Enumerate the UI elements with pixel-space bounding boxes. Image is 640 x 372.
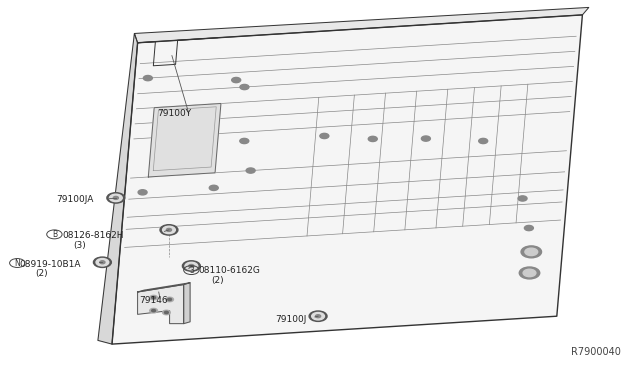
Text: N: N: [15, 259, 20, 267]
Circle shape: [320, 133, 329, 139]
Circle shape: [240, 138, 249, 144]
Circle shape: [524, 225, 533, 231]
Text: 79100J: 79100J: [275, 315, 307, 324]
Circle shape: [150, 308, 157, 313]
Circle shape: [182, 261, 200, 271]
Circle shape: [525, 248, 538, 256]
Circle shape: [246, 168, 255, 173]
Polygon shape: [112, 15, 582, 344]
Circle shape: [209, 185, 218, 190]
Text: 79100Y: 79100Y: [157, 109, 191, 118]
Circle shape: [138, 190, 147, 195]
Text: (2): (2): [35, 269, 48, 278]
Circle shape: [368, 136, 377, 141]
Circle shape: [163, 310, 170, 315]
Circle shape: [521, 246, 541, 258]
Circle shape: [96, 259, 109, 266]
Circle shape: [519, 267, 540, 279]
Circle shape: [152, 296, 156, 299]
Text: 79146: 79146: [140, 296, 168, 305]
Circle shape: [523, 269, 536, 277]
Polygon shape: [134, 7, 589, 43]
Circle shape: [100, 261, 105, 264]
Circle shape: [107, 193, 125, 203]
Circle shape: [160, 225, 178, 235]
Polygon shape: [184, 283, 190, 324]
Polygon shape: [98, 33, 138, 344]
Circle shape: [150, 295, 157, 300]
Circle shape: [93, 257, 111, 267]
Circle shape: [163, 226, 175, 234]
Text: (2): (2): [211, 276, 224, 285]
Circle shape: [240, 84, 249, 90]
Circle shape: [316, 315, 321, 318]
Circle shape: [166, 297, 173, 302]
Circle shape: [421, 136, 430, 141]
Polygon shape: [138, 285, 184, 324]
Circle shape: [152, 310, 156, 312]
Circle shape: [189, 264, 194, 267]
Text: R7900040: R7900040: [571, 347, 621, 357]
Text: (3): (3): [74, 241, 86, 250]
Text: 79100JA: 79100JA: [56, 195, 93, 203]
Circle shape: [143, 76, 152, 81]
Circle shape: [168, 298, 172, 301]
Circle shape: [518, 196, 527, 201]
Polygon shape: [138, 283, 190, 292]
Circle shape: [166, 228, 172, 231]
Text: 08919-10B1A: 08919-10B1A: [19, 260, 81, 269]
Circle shape: [185, 262, 198, 270]
Circle shape: [479, 138, 488, 144]
Circle shape: [109, 194, 122, 202]
Text: 3: 3: [189, 266, 194, 275]
Circle shape: [232, 77, 241, 83]
Circle shape: [309, 311, 327, 321]
Circle shape: [312, 312, 324, 320]
Text: 08126-8162H: 08126-8162H: [63, 231, 124, 240]
Circle shape: [164, 311, 168, 314]
Text: B: B: [52, 230, 57, 239]
Polygon shape: [148, 103, 221, 177]
Circle shape: [113, 196, 118, 199]
Text: 08110-6162G: 08110-6162G: [198, 266, 260, 275]
